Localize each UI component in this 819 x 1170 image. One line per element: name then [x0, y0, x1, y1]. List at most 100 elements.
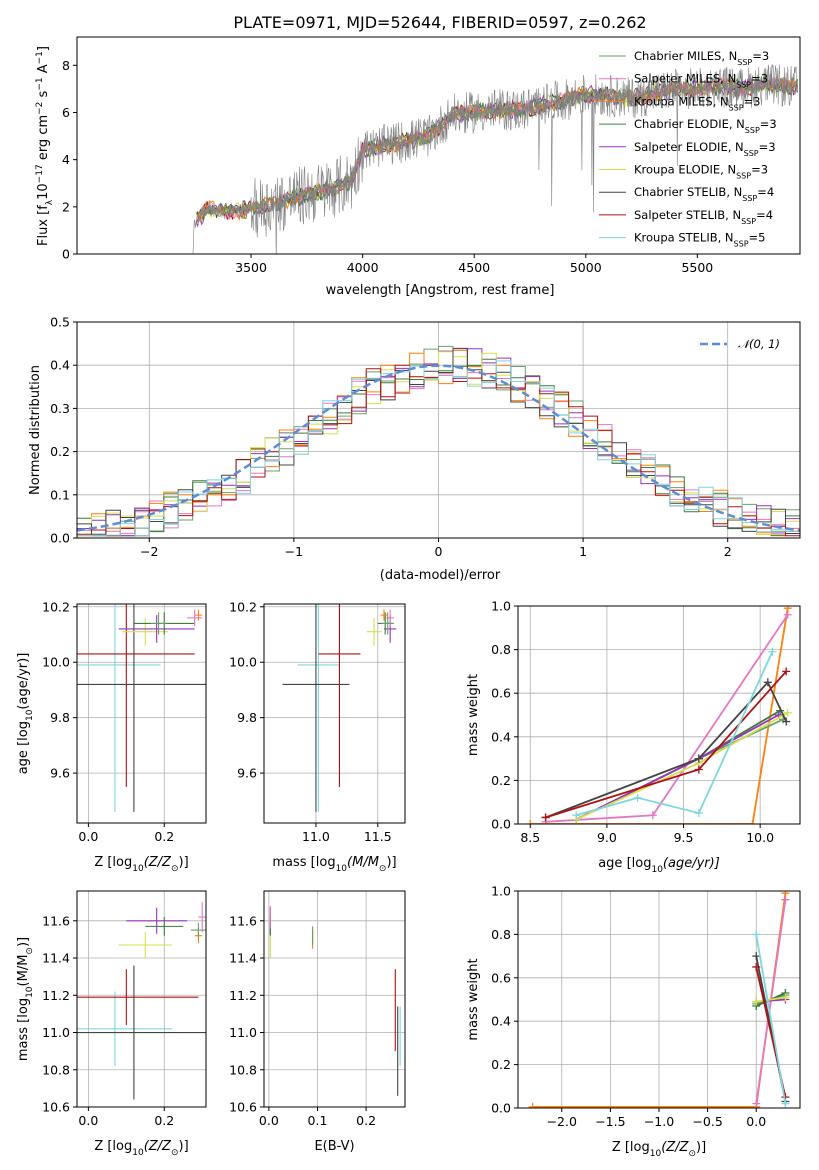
plot-area — [128, 64, 799, 254]
plot-area — [77, 604, 206, 812]
weight-series-line — [575, 651, 774, 817]
y-tick-label: 0.0 — [50, 531, 70, 546]
label-part: (age/yr)] — [16, 653, 31, 710]
x-axis-label: Z [log10(Z/Z⊙)] — [612, 1140, 706, 1159]
y-tick-label: 10.0 — [229, 655, 257, 670]
mass-vs-metallicity-panel: 0.0 0.210.610.811.011.211.411.6Z [log10(Z… — [16, 890, 207, 1158]
age-vs-metallicity-panel: 0.0 0.29.69.810.010.2Z [log10(Z/Z⊙)]age [… — [16, 599, 207, 874]
label-part: )] — [179, 855, 189, 870]
weight-series-line — [756, 996, 786, 1003]
label-part: 10 — [25, 709, 35, 721]
y-tick-label: 10.2 — [229, 599, 257, 614]
label-part: )] — [386, 855, 396, 870]
label-part: age [log — [16, 721, 31, 774]
gridlines — [264, 891, 405, 1108]
x-tick-label: −0.5 — [692, 1114, 722, 1129]
label-part: ] — [36, 46, 51, 51]
x-tick-label: 2 — [724, 544, 732, 559]
x-tick-label: 0.1 — [308, 1113, 328, 1128]
y-tick-label: 11.4 — [229, 951, 257, 966]
histogram-step-line — [77, 358, 800, 537]
x-tick-label: −2.0 — [547, 1114, 577, 1129]
x-tick-label: 10.0 — [746, 830, 774, 845]
plot-area — [77, 902, 206, 1100]
label-part: ⊙ — [379, 864, 387, 874]
legend-entry: Chabrier MILES, NSSP=3 — [634, 49, 769, 67]
weight-point-marker — [783, 610, 792, 619]
y-tick-label: 10.6 — [42, 1100, 70, 1115]
x-tick-label: 0.2 — [154, 829, 174, 844]
label-part: Z [log — [612, 1140, 650, 1155]
label-part: Salpeter MILES, N — [634, 72, 736, 86]
label-part: ⊙ — [171, 1148, 179, 1158]
legend-entry: Salpeter ELODIE, NSSP=3 — [634, 140, 776, 158]
label-part: Z [log — [94, 855, 132, 870]
legend-entry: Chabrier ELODIE, NSSP=3 — [634, 117, 777, 135]
axes-frame — [263, 890, 406, 1108]
y-tick-label: 0.2 — [50, 444, 70, 459]
axes-frame — [517, 605, 801, 825]
label-part: ⊙ — [171, 864, 179, 874]
label-part: SSP — [745, 126, 760, 135]
axes-frame — [76, 36, 801, 255]
y-tick-label: 10.8 — [42, 1062, 70, 1077]
y-tick-label: 0.6 — [491, 970, 511, 985]
label-part: erg cm — [36, 115, 51, 164]
label-part: =3 — [752, 49, 769, 63]
gridlines — [77, 891, 206, 1108]
label-part: 10 — [36, 183, 51, 200]
x-tick-label: 0.0 — [746, 1114, 766, 1129]
legend-entry: Kroupa MILES, NSSP=3 — [634, 94, 760, 112]
y-tick-label: 0.2 — [491, 773, 511, 788]
y-tick-label: 0.4 — [50, 358, 70, 373]
x-tick-label: 1 — [579, 544, 587, 559]
y-tick-label: 1.0 — [491, 599, 511, 614]
x-tick-label: 0 — [435, 544, 443, 559]
label-part: wavelength [Angstrom, rest frame] — [326, 283, 555, 298]
label-part: (M/M — [16, 955, 31, 987]
label-part: SSP — [742, 194, 757, 203]
y-tick-label: 6 — [62, 105, 70, 120]
plot-area — [282, 604, 397, 812]
label-part: mass [log — [16, 998, 31, 1061]
residual-histogram-panel: −2 −1 0 1 2 0.0 0.1 0.2 0.3 0.4 0.5 𝒩(0, 1) (data-mo… — [28, 315, 801, 583]
gridlines — [518, 890, 800, 1109]
y-tick-label: 9.6 — [50, 766, 70, 781]
x-tick-label: 9.5 — [674, 830, 694, 845]
x-tick-label: 0.0 — [259, 1113, 279, 1128]
label-part: E(B-V) — [314, 1139, 354, 1154]
label-part: (M/M — [347, 855, 379, 870]
label-part: )] — [179, 1139, 189, 1154]
x-tick-label: 0.2 — [356, 1113, 376, 1128]
label-part: mass weight — [466, 674, 481, 756]
x-axis-label: age [log10(age/yr)] — [598, 856, 720, 875]
y-axis-label: mass weight — [466, 674, 481, 756]
label-part: s — [36, 90, 51, 101]
label-part: Kroupa STELIB, N — [634, 231, 734, 245]
weight-series-line — [755, 934, 787, 1104]
label-part: =5 — [749, 231, 766, 245]
y-tick-label: 4 — [62, 152, 70, 167]
weight-point-marker — [752, 1099, 761, 1108]
label-part: SSP — [736, 80, 751, 89]
label-part: 10 — [651, 865, 663, 875]
weight-point-marker — [633, 793, 642, 802]
label-part: )] — [16, 937, 31, 947]
x-tick-label: −2 — [140, 544, 158, 559]
label-part: 10 — [25, 986, 35, 998]
label-part: =3 — [751, 72, 768, 86]
plot-area — [77, 345, 800, 537]
weight-series-line — [545, 680, 788, 819]
x-axis-label: Z [log10(Z/Z⊙)] — [94, 1139, 188, 1158]
y-tick-label: 0.1 — [50, 487, 70, 502]
observed-spectrum-line — [128, 64, 799, 254]
gaussian-reference-curve — [77, 364, 800, 532]
weight-point-marker — [752, 997, 761, 1006]
label-part: 10 — [132, 1148, 144, 1158]
y-tick-label: 0.2 — [491, 1057, 511, 1072]
y-tick-label: 11.0 — [229, 1025, 257, 1040]
weight-point-marker — [694, 754, 703, 763]
x-tick-label: 8.5 — [520, 830, 540, 845]
gridlines — [77, 604, 206, 823]
